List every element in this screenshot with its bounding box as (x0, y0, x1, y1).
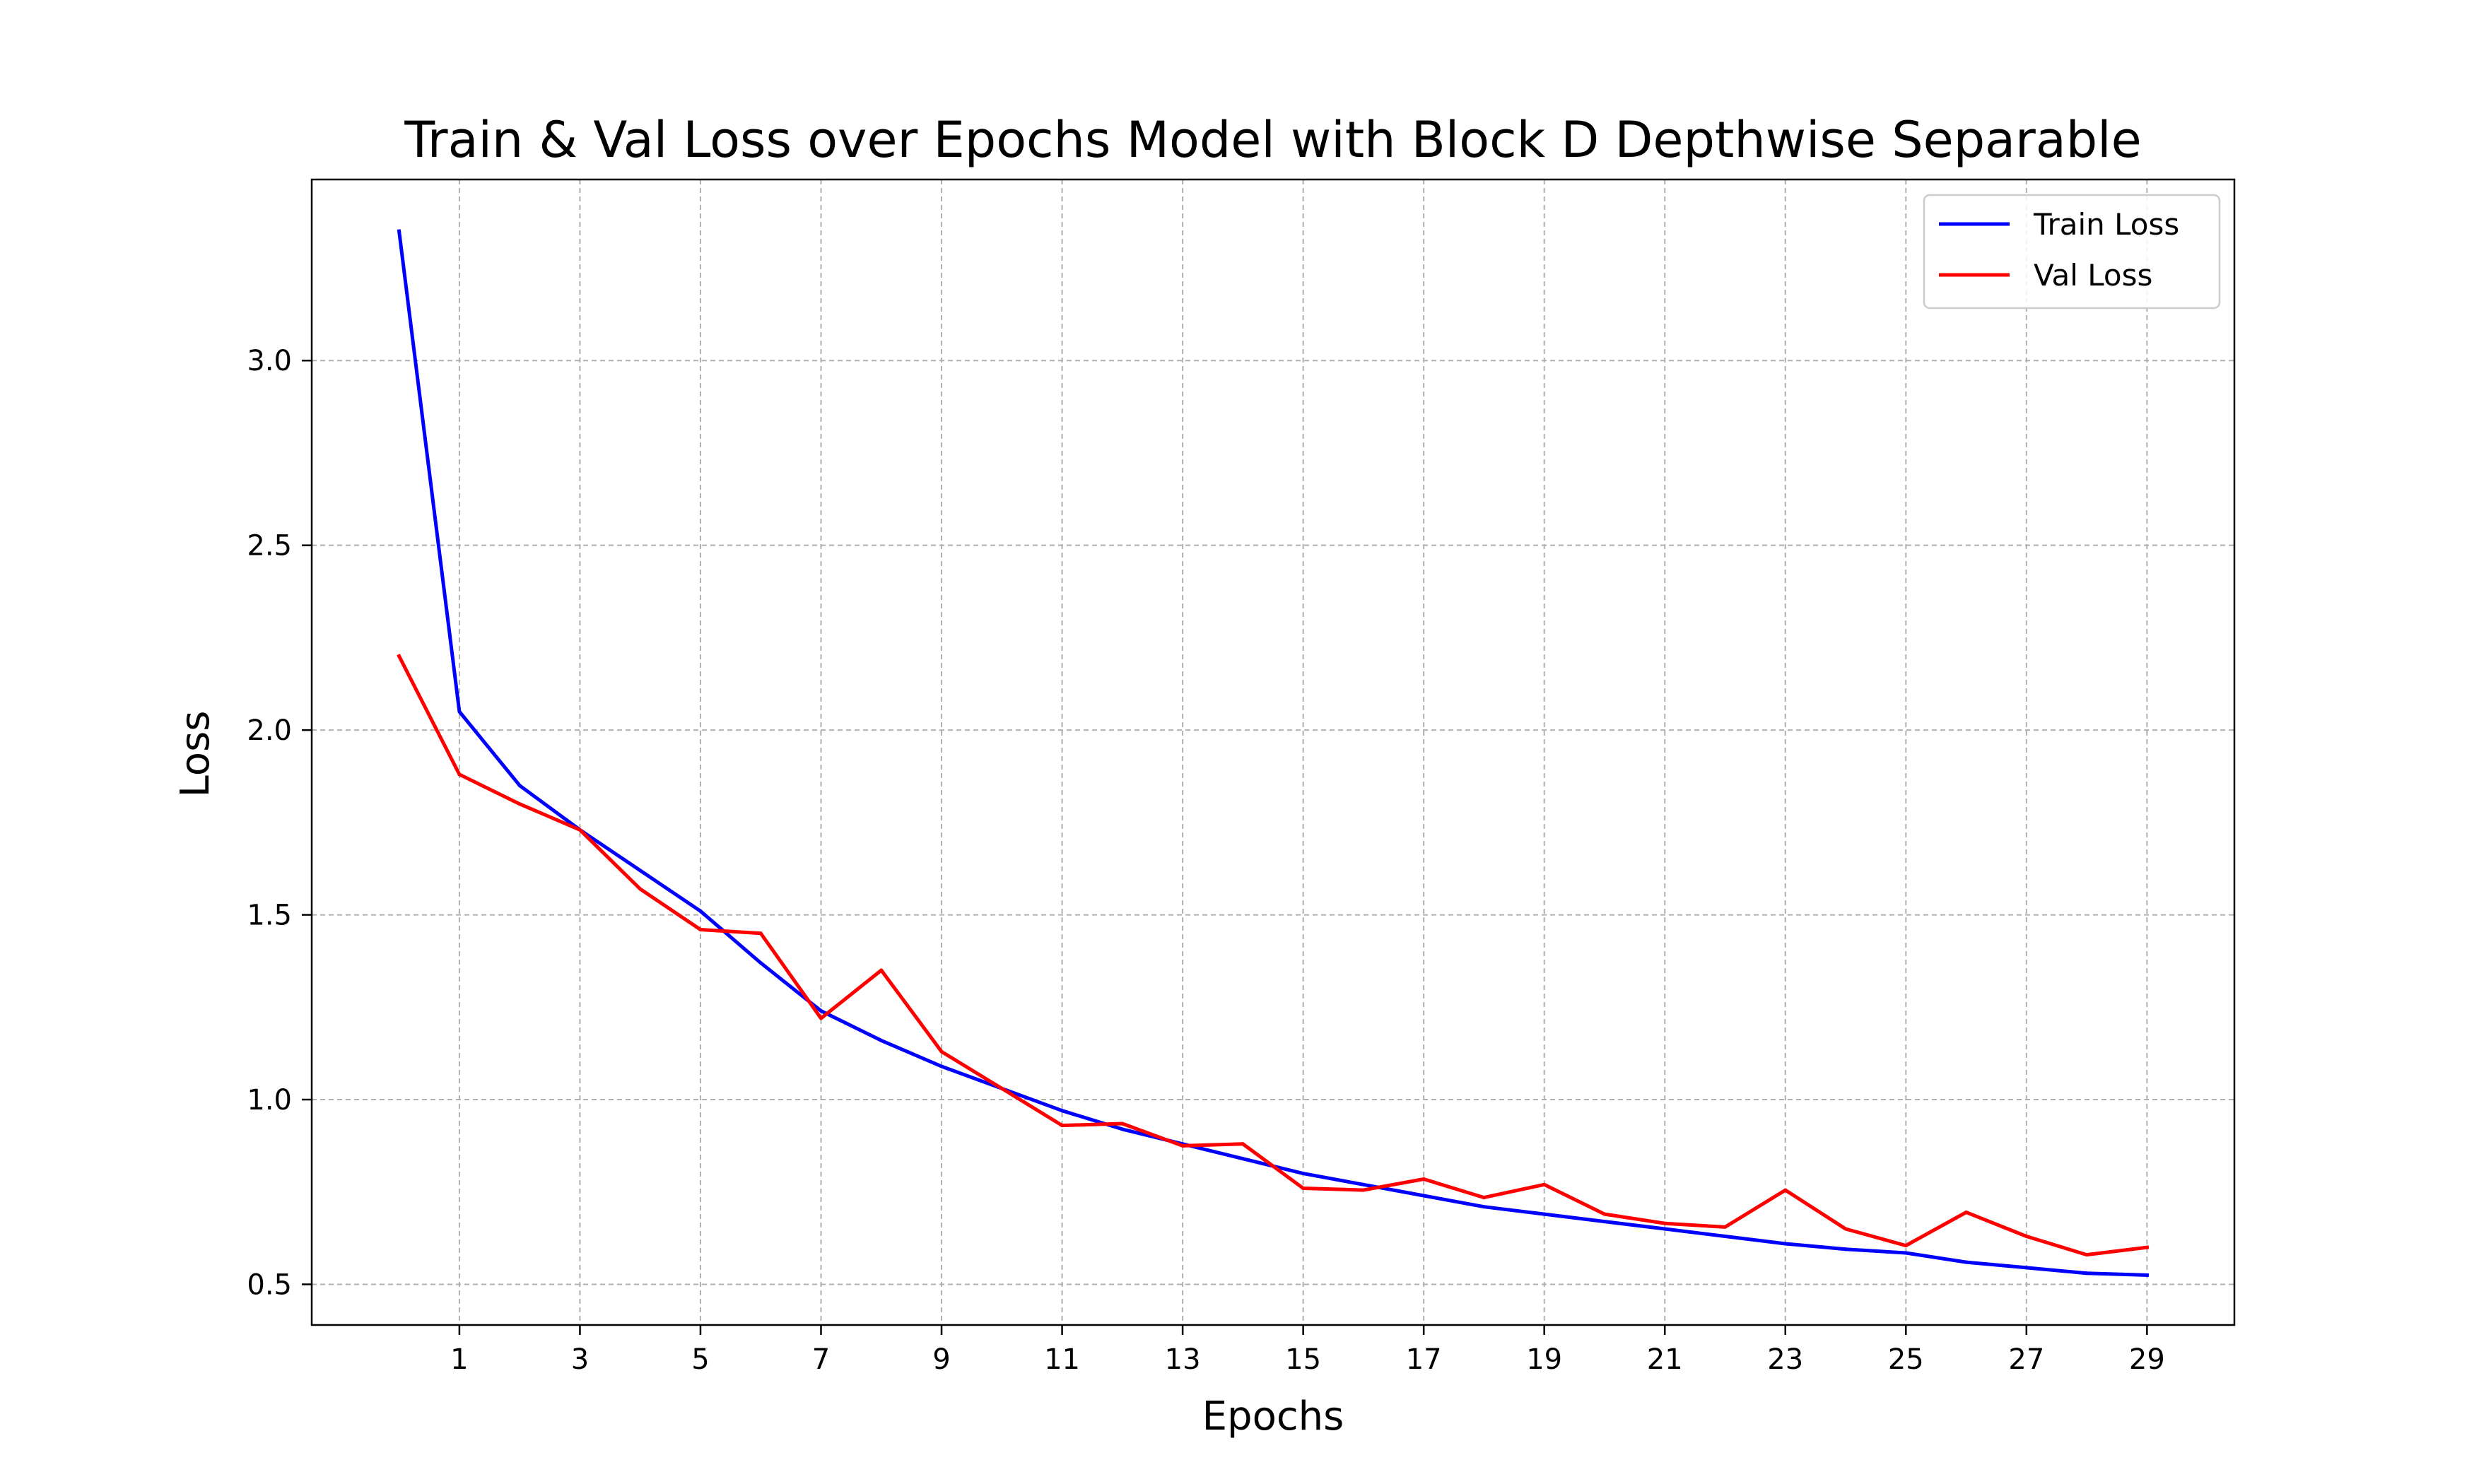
data-point-train-loss (819, 1009, 823, 1013)
data-point-train-loss (397, 229, 401, 233)
x-tick-label: 17 (1406, 1343, 1442, 1376)
plot-frame (310, 178, 2236, 1326)
data-point-train-loss (1783, 1242, 1788, 1246)
y-tick-label: 3.0 (247, 345, 292, 377)
y-tick-label: 1.5 (247, 900, 292, 932)
data-point-train-loss (758, 961, 763, 965)
data-point-train-loss (1482, 1205, 1486, 1209)
data-point-train-loss (2085, 1271, 2089, 1276)
data-point-train-loss (1964, 1260, 1969, 1264)
data-point-val-loss (1904, 1244, 1908, 1248)
data-point-val-loss (1663, 1221, 1667, 1225)
x-tick-label: 27 (2008, 1343, 2044, 1376)
data-point-val-loss (698, 928, 703, 931)
data-point-val-loss (1542, 1182, 1547, 1186)
data-point-train-loss (1361, 1182, 1366, 1186)
data-point-val-loss (1361, 1188, 1366, 1192)
data-point-val-loss (2145, 1245, 2149, 1249)
legend-label-train-loss: Train Loss (2033, 207, 2179, 242)
data-point-train-loss (1241, 1157, 1245, 1161)
data-point-val-loss (999, 1086, 1004, 1090)
x-tick-label: 3 (571, 1343, 589, 1376)
axis-ticks: 1 3 5 7 9 11 13 15 17 19 21 23 25 27 290.51.01.52.02.5… (247, 345, 2164, 1376)
data-point-train-loss (1843, 1247, 1848, 1252)
data-point-train-loss (939, 1064, 944, 1068)
x-tick-label: 23 (1767, 1343, 1803, 1376)
chart-title: Train & Val Loss over Epochs Model with … (404, 111, 2141, 169)
data-point-val-loss (397, 654, 401, 658)
data-point-val-loss (2024, 1235, 2029, 1238)
data-point-val-loss (578, 828, 582, 832)
x-tick-label: 7 (812, 1343, 830, 1376)
data-point-val-loss (1602, 1212, 1607, 1216)
data-point-train-loss (879, 1038, 884, 1042)
x-tick-label: 25 (1888, 1343, 1924, 1376)
data-point-train-loss (457, 709, 462, 714)
data-point-train-loss (517, 784, 522, 788)
data-point-val-loss (1421, 1177, 1426, 1181)
x-tick-label: 5 (691, 1343, 709, 1376)
data-point-val-loss (1482, 1196, 1486, 1200)
data-point-val-loss (819, 1016, 823, 1020)
data-point-val-loss (1301, 1186, 1306, 1190)
data-point-train-loss (1904, 1251, 1908, 1255)
data-point-train-loss (698, 909, 703, 913)
series-line-val-loss (397, 654, 2150, 1257)
x-tick-label: 19 (1526, 1343, 1562, 1376)
series-lines (397, 229, 2150, 1277)
data-point-train-loss (2145, 1273, 2149, 1277)
data-point-val-loss (879, 968, 884, 972)
data-point-val-loss (758, 931, 763, 936)
x-tick-label: 9 (932, 1343, 950, 1376)
series-line-train-loss (397, 229, 2149, 1277)
legend-label-val-loss: Val Loss (2034, 258, 2152, 293)
data-point-val-loss (1843, 1227, 1848, 1231)
legend: Train Loss Val Loss (1923, 194, 2221, 310)
data-point-val-loss (1060, 1124, 1065, 1128)
data-point-train-loss (2024, 1266, 2029, 1270)
data-point-val-loss (638, 887, 643, 891)
data-point-train-loss (1723, 1235, 1727, 1238)
data-point-train-loss (1663, 1227, 1667, 1231)
y-tick-label: 1.0 (247, 1084, 292, 1117)
data-point-val-loss (1241, 1142, 1245, 1146)
x-tick-label: 15 (1285, 1343, 1321, 1376)
x-tick-label: 11 (1044, 1343, 1080, 1376)
data-point-val-loss (1723, 1225, 1727, 1229)
data-point-val-loss (1180, 1143, 1185, 1148)
data-point-val-loss (2085, 1253, 2089, 1257)
x-tick-label: 13 (1165, 1343, 1201, 1376)
data-point-train-loss (1060, 1109, 1065, 1113)
data-point-val-loss (1783, 1188, 1788, 1192)
y-tick-label: 2.0 (247, 714, 292, 747)
x-tick-label: 1 (450, 1343, 468, 1376)
data-point-train-loss (1602, 1220, 1607, 1224)
y-tick-label: 2.5 (247, 530, 292, 563)
data-point-val-loss (1120, 1121, 1125, 1126)
x-tick-label: 21 (1647, 1343, 1683, 1376)
data-point-train-loss (1542, 1212, 1547, 1216)
data-point-train-loss (1421, 1194, 1426, 1198)
x-tick-label: 29 (2129, 1343, 2165, 1376)
data-point-train-loss (1120, 1127, 1125, 1131)
data-point-val-loss (457, 772, 462, 777)
data-point-train-loss (1301, 1172, 1306, 1176)
data-point-val-loss (517, 802, 522, 806)
data-point-val-loss (1964, 1211, 1969, 1214)
y-tick-label: 0.5 (247, 1268, 292, 1301)
y-axis-label: Loss (172, 711, 218, 798)
data-point-val-loss (939, 1049, 944, 1054)
grid (312, 179, 2234, 1325)
x-axis-label: Epochs (1202, 1394, 1344, 1439)
data-point-train-loss (638, 868, 643, 873)
